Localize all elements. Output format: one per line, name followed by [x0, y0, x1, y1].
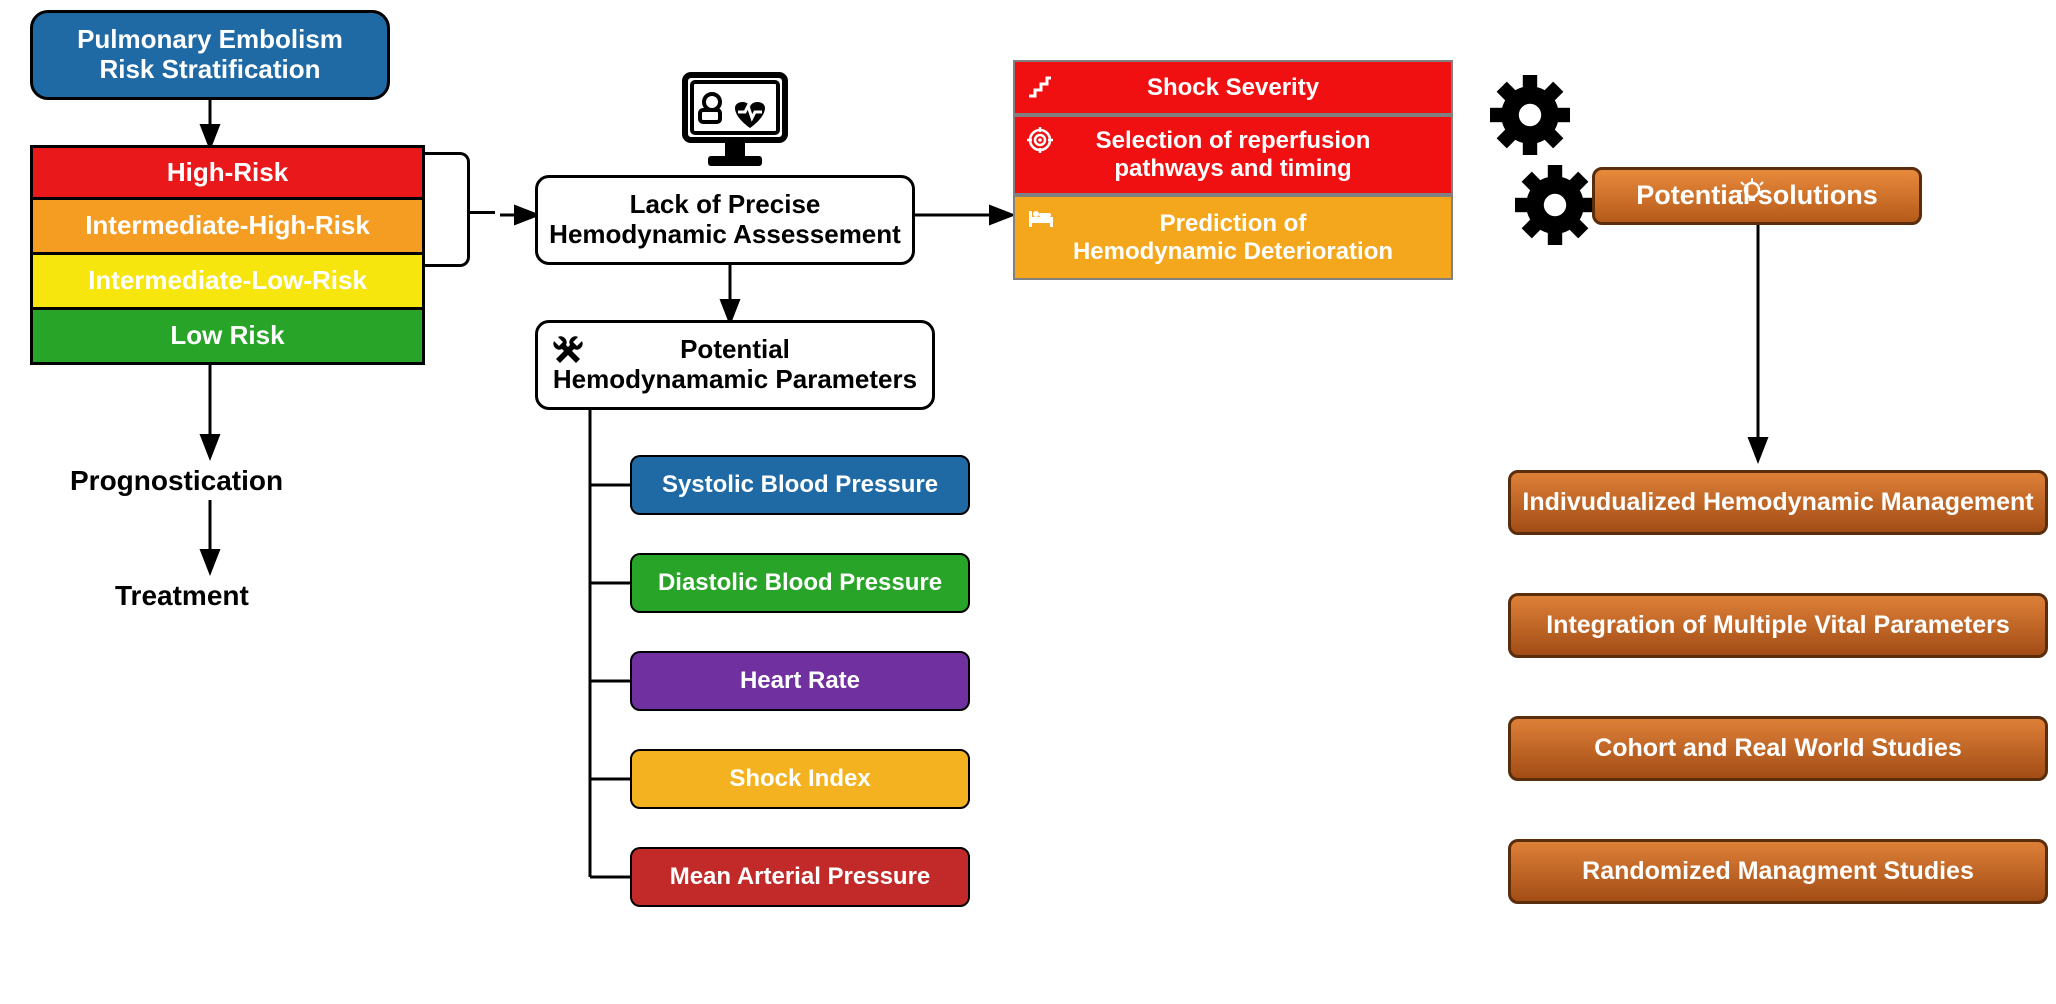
title-box: Pulmonary EmbolismRisk Stratification — [30, 10, 390, 100]
title-text: Pulmonary EmbolismRisk Stratification — [77, 25, 343, 85]
potential-parameters-box: PotentialHemodynamamic Parameters — [535, 320, 935, 410]
risk-level-stack: High-RiskIntermediate-High-RiskIntermedi… — [30, 145, 425, 365]
bed-icon — [1027, 207, 1055, 236]
consequence-label: Prediction ofHemodynamic Deterioration — [1073, 210, 1393, 265]
gear-icon — [1490, 75, 1570, 155]
solution-1: Integration of Multiple Vital Parameters — [1508, 593, 2048, 658]
stairs-icon — [1027, 72, 1053, 105]
gear-icon — [1515, 165, 1595, 245]
wrench-icon — [550, 333, 586, 376]
solution-2: Cohort and Real World Studies — [1508, 716, 2048, 781]
potential-solutions-header: Potential solutions — [1592, 167, 1922, 225]
lack-of-precise-box: Lack of PreciseHemodynamic Assessement — [535, 175, 915, 265]
solution-0: Indivudualized Hemodynamic Management — [1508, 470, 2048, 535]
parameter-4: Mean Arterial Pressure — [630, 847, 970, 907]
risk-row-0: High-Risk — [30, 145, 425, 200]
parameter-0: Systolic Blood Pressure — [630, 455, 970, 515]
lack-text: Lack of PreciseHemodynamic Assessement — [549, 190, 901, 250]
target-icon — [1027, 127, 1053, 160]
consequence-label: Shock Severity — [1147, 74, 1319, 102]
prognostication-label: Prognostication — [70, 465, 283, 497]
consequence-label: Selection of reperfusionpathways and tim… — [1096, 127, 1371, 182]
treatment-label: Treatment — [115, 580, 249, 612]
consequence-0: Shock Severity — [1013, 60, 1453, 115]
risk-row-2: Intermediate-Low-Risk — [30, 255, 425, 310]
risk-row-3: Low Risk — [30, 310, 425, 365]
consequence-1: Selection of reperfusionpathways and tim… — [1013, 115, 1453, 195]
solution-3: Randomized Managment Studies — [1508, 839, 2048, 904]
params-text: PotentialHemodynamamic Parameters — [553, 335, 917, 395]
consequence-2: Prediction ofHemodynamic Deterioration — [1013, 195, 1453, 280]
parameter-3: Shock Index — [630, 749, 970, 809]
risk-row-1: Intermediate-High-Risk — [30, 200, 425, 255]
bracket — [425, 152, 470, 267]
parameter-1: Diastolic Blood Pressure — [630, 553, 970, 613]
monitor-icon — [680, 70, 790, 170]
lightbulb-icon — [1737, 177, 1767, 214]
parameter-2: Heart Rate — [630, 651, 970, 711]
